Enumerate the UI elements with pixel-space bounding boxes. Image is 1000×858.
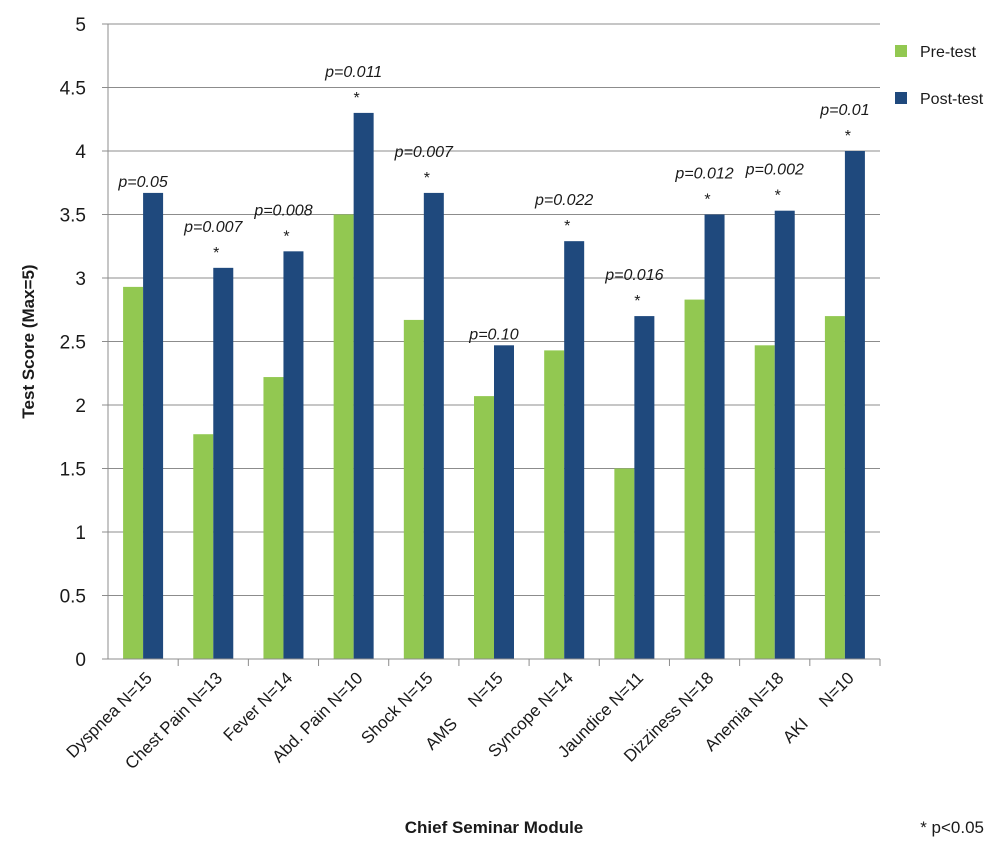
legend-swatch-pre-test <box>895 45 907 57</box>
post-test-bar <box>423 192 444 659</box>
legend: Pre-test Post-test <box>895 44 984 108</box>
y-tick-label: 5 <box>75 15 86 36</box>
bar-group <box>123 112 865 660</box>
post-test-bar <box>494 345 514 659</box>
category-label: Fever N=14 <box>220 668 297 745</box>
significance-star: * <box>775 188 781 205</box>
significance-star: * <box>704 192 710 209</box>
p-value-label: p=0.002 <box>745 162 804 179</box>
post-test-bar <box>143 192 164 659</box>
post-test-bar <box>213 267 234 659</box>
y-tick-label: 1.5 <box>60 460 86 481</box>
p-value-label: p=0.008 <box>253 202 312 219</box>
post-test-bar <box>353 112 374 659</box>
pre-test-bar <box>263 377 284 659</box>
legend-label-pre-test: Pre-test <box>920 44 977 61</box>
pre-test-bar <box>614 468 635 659</box>
significance-star: * <box>354 90 360 107</box>
significance-star: * <box>634 293 640 310</box>
post-test-bar <box>283 251 304 659</box>
p-value-label: p=0.016 <box>604 267 663 284</box>
gridlines <box>108 23 880 596</box>
post-test-bar <box>844 151 865 659</box>
p-value-annotations: p=0.05 p=0.007 * p=0.008 * p=0.011 * p=0.007 * p=… <box>117 64 869 343</box>
y-tick-label: 0.5 <box>60 587 86 608</box>
post-test-bar <box>564 241 585 660</box>
y-tick-label: 4.5 <box>60 79 86 100</box>
significance-star: * <box>845 128 851 145</box>
y-tick-label: 1 <box>75 523 86 544</box>
p-value-label: p=0.007 <box>394 144 454 161</box>
x-axis-title: Chief Seminar Module <box>405 818 584 837</box>
significance-star: * <box>564 218 570 235</box>
p-value-label: p=0.012 <box>674 166 733 183</box>
y-tick-label: 2 <box>75 396 86 417</box>
y-tick-label: 3.5 <box>60 206 86 227</box>
y-tick-label: 0 <box>75 650 86 671</box>
significance-star: * <box>213 245 219 262</box>
significance-star: * <box>283 228 289 245</box>
legend-label-post-test: Post-test <box>920 91 984 108</box>
y-tick-label: 3 <box>75 269 86 290</box>
pre-test-bar <box>824 316 845 659</box>
p-value-label: p=0.011 <box>324 64 382 81</box>
pre-test-bar <box>123 286 144 659</box>
pre-test-bar <box>754 345 775 659</box>
pre-test-bar <box>474 396 494 659</box>
pre-test-bar <box>684 299 705 659</box>
pre-test-bar <box>333 214 354 659</box>
post-test-bar <box>774 210 795 659</box>
p-value-label: p=0.05 <box>117 174 167 191</box>
legend-swatch-post-test <box>895 92 907 104</box>
p-value-label: p=0.022 <box>534 192 593 209</box>
category-label: AKI N=10 <box>779 668 858 747</box>
pre-test-bar <box>403 319 424 659</box>
post-test-bar <box>704 214 725 659</box>
pre-test-bar <box>193 434 214 659</box>
pre-test-bar <box>544 350 565 659</box>
y-axis-ticks: 0 0.5 1 1.5 2 2.5 3 3.5 4 4.5 5 <box>60 15 108 671</box>
p-value-label: p=0.007 <box>183 219 243 236</box>
y-tick-label: 4 <box>75 142 86 163</box>
y-axis-title: Test Score (Max=5) <box>19 264 38 418</box>
y-tick-label: 2.5 <box>60 333 86 354</box>
post-test-bar <box>634 316 655 659</box>
p-value-label: p=0.10 <box>468 326 518 343</box>
footnote: * p<0.05 <box>920 818 984 837</box>
p-value-label: p=0.01 <box>819 102 869 119</box>
significance-star: * <box>424 170 430 187</box>
